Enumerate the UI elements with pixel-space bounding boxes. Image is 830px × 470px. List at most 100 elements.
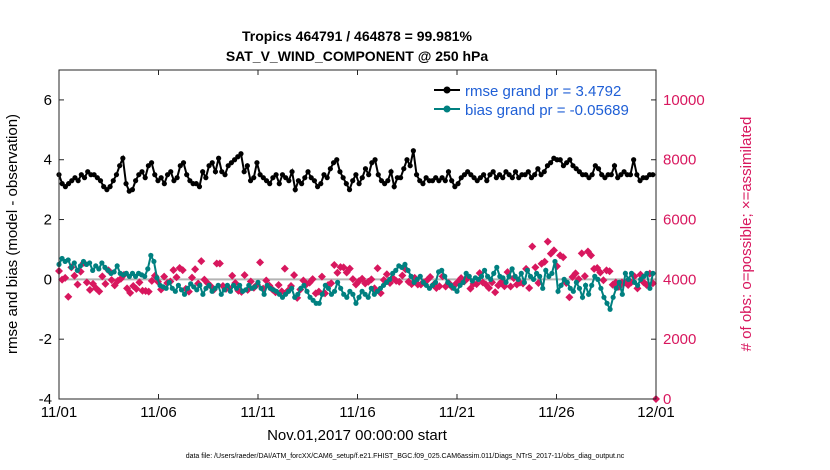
legend: rmse grand pr = 3.4792 bias grand pr = -…	[434, 83, 629, 119]
legend-bias-marker	[443, 105, 451, 113]
rmse-point	[407, 163, 413, 169]
obs-point	[605, 267, 614, 276]
bias-point	[601, 294, 607, 300]
rmse-point	[420, 181, 426, 187]
data-file-footer: data file: /Users/raeder/DAI/ATM_forcXX/…	[186, 453, 625, 460]
legend-rmse-marker	[443, 86, 451, 94]
bias-point	[393, 267, 399, 273]
obs-point	[525, 284, 534, 293]
bias-point	[295, 291, 301, 297]
obs-point	[395, 277, 404, 286]
obs-point	[580, 272, 589, 281]
bias-point	[555, 288, 561, 294]
obs-point	[197, 257, 206, 266]
obs-point	[191, 265, 200, 274]
bias-point	[175, 282, 181, 288]
bias-point	[151, 258, 157, 265]
bias-point	[506, 273, 512, 279]
bias-point	[68, 264, 74, 270]
bias-point	[540, 285, 546, 291]
bias-point	[530, 276, 537, 282]
rmse-point	[350, 178, 356, 184]
bias-point	[142, 273, 148, 279]
rmse-point	[318, 181, 324, 187]
obs-point	[348, 275, 357, 284]
bias-point	[218, 291, 224, 297]
y-tick-label: -4	[39, 391, 52, 408]
bias-point	[488, 276, 494, 282]
bias-point	[500, 275, 506, 281]
rmse-point	[512, 169, 519, 175]
rmse-point	[608, 172, 614, 178]
bias-point	[87, 260, 93, 266]
bias-point	[154, 275, 160, 281]
obs-point	[274, 281, 283, 290]
bias-point	[515, 276, 521, 282]
obs-point	[398, 271, 407, 280]
bias-point	[325, 285, 332, 291]
obs-point	[95, 287, 104, 296]
obs-point	[596, 268, 605, 277]
bias-point	[549, 270, 555, 276]
rmse-point	[557, 157, 563, 163]
bias-point	[215, 282, 221, 288]
obs-point	[126, 288, 135, 297]
obs-point	[491, 288, 500, 297]
obs-point	[73, 280, 82, 289]
bias-point	[145, 266, 151, 272]
y-axis-label-left: rmse and bias (model - observation)	[4, 114, 21, 354]
rmse-point	[627, 172, 634, 178]
chart-title: Tropics 464791 / 464878 = 99.981%	[242, 28, 473, 44]
bias-point	[261, 291, 267, 297]
obs-point	[188, 273, 197, 282]
x-tick-label: 11/21	[439, 404, 475, 421]
rmse-point	[413, 172, 420, 178]
bias-point	[537, 273, 543, 279]
rmse-point	[366, 172, 372, 178]
bias-point	[65, 257, 71, 263]
rmse-point	[212, 169, 219, 175]
obs-point	[426, 272, 435, 281]
rmse-point	[216, 155, 222, 161]
plot-frame	[58, 69, 657, 400]
obs-point	[144, 287, 153, 296]
rmse-point	[359, 175, 365, 181]
y-tick-label: 2	[44, 212, 52, 229]
obs-point	[506, 282, 515, 291]
obs-point	[330, 261, 339, 270]
rmse-point	[340, 175, 346, 181]
rmse-point	[532, 172, 538, 178]
bias-point	[524, 267, 531, 273]
obs-point	[98, 272, 107, 281]
rmse-point	[481, 172, 487, 178]
plot-area	[59, 70, 656, 399]
x-tick-label: 11/26	[538, 404, 574, 421]
obs-point	[549, 246, 558, 255]
bias-point	[237, 282, 243, 288]
bias-point	[503, 279, 509, 285]
rmse-point	[595, 166, 602, 172]
obs-point	[367, 275, 376, 284]
rmse-point	[113, 172, 120, 178]
rmse-point	[267, 181, 273, 187]
rmse-point	[200, 169, 206, 175]
obs-point	[577, 249, 586, 258]
obs-point	[472, 280, 481, 289]
bias-point	[598, 285, 604, 291]
y-tick-label: 6	[44, 92, 52, 109]
x-tick-label: 11/11	[240, 404, 275, 421]
obs-point	[147, 276, 156, 285]
bias-point	[586, 291, 592, 297]
bias-point	[227, 288, 234, 294]
rmse-point	[311, 178, 318, 184]
legend-rmse-label: rmse grand pr = 3.4792	[465, 83, 621, 100]
bias-point	[194, 287, 200, 293]
legend-bias-label: bias grand pr = -0.05689	[465, 102, 629, 119]
obs-point	[135, 278, 144, 287]
obs-point	[123, 284, 132, 293]
bias-series	[56, 252, 656, 313]
x-tick-label: 11/01	[41, 404, 77, 421]
bias-point	[454, 288, 460, 294]
y-right-tick-label: 2000	[663, 331, 696, 348]
bias-point	[552, 258, 558, 265]
